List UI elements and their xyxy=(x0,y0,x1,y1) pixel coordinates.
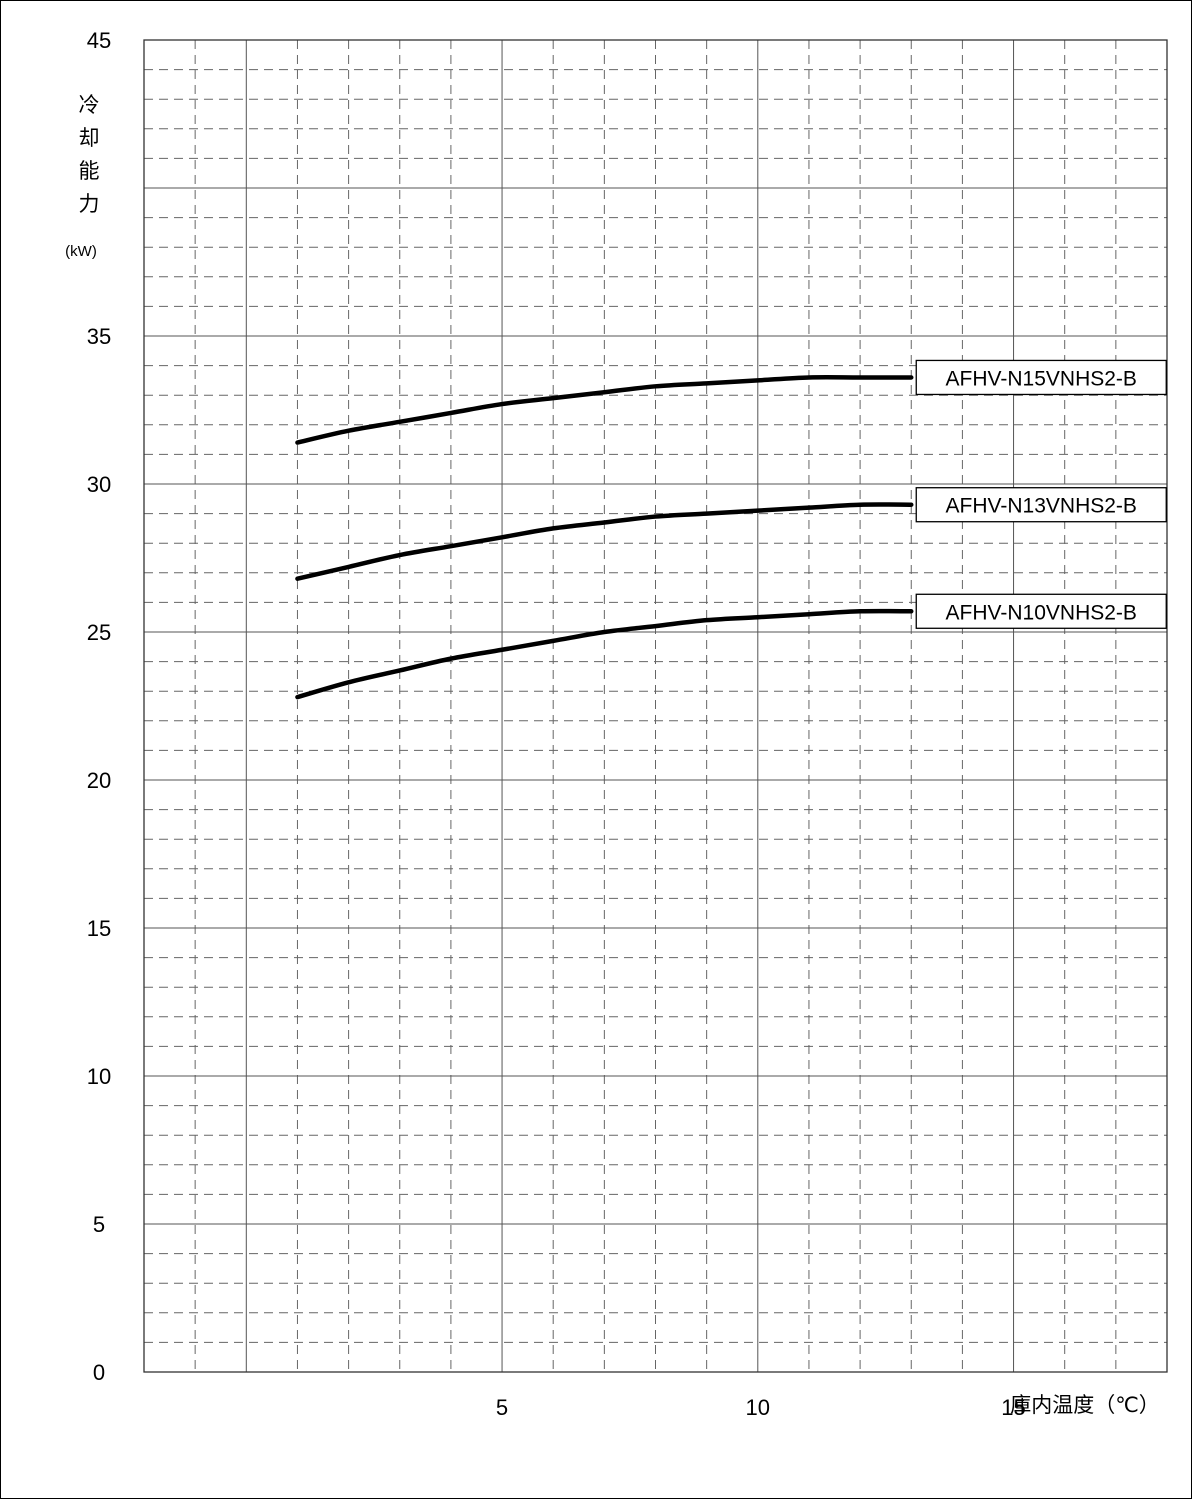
y-axis-title-char: 却 xyxy=(79,126,100,150)
series-line xyxy=(295,502,914,581)
series-label: AFHV-N15VNHS2-B xyxy=(946,367,1137,390)
x-tick-label: 15 xyxy=(1001,1395,1025,1420)
minor-grid xyxy=(144,40,1167,1372)
series-label: AFHV-N13VNHS2-B xyxy=(946,495,1137,518)
series-label-box xyxy=(915,593,1167,629)
x-tick-label: 5 xyxy=(496,1395,508,1420)
y-axis-unit: (kW) xyxy=(65,243,97,260)
y-tick-label: 5 xyxy=(93,1212,105,1237)
x-axis-title: 庫内温度（℃） xyxy=(1010,1393,1160,1417)
y-tick-label: 10 xyxy=(87,1064,111,1089)
plot-border xyxy=(143,39,1168,1373)
x-tick-label: 10 xyxy=(746,1395,770,1420)
y-axis-title-char: 能 xyxy=(79,159,100,183)
major-grid xyxy=(144,40,1167,1372)
y-tick-labels: 0 5 10 15 20 25 30 35 45 xyxy=(87,28,111,1385)
y-tick-label: 45 xyxy=(87,28,111,53)
series-line xyxy=(295,608,914,700)
y-axis-title-char: 力 xyxy=(79,192,100,216)
y-tick-label: 15 xyxy=(87,916,111,941)
axes xyxy=(143,39,1168,1373)
y-tick-label: 35 xyxy=(87,324,111,349)
y-tick-label: 20 xyxy=(87,768,111,793)
series-group: AFHV-N15VNHS2-B AFHV-N13VNHS2-B AFHV-N10VN… xyxy=(295,359,1167,700)
x-tick-labels: 5 10 15 xyxy=(496,1395,1026,1420)
series-label-box xyxy=(915,359,1167,396)
series-line xyxy=(295,374,914,445)
y-tick-label: 0 xyxy=(93,1360,105,1385)
series-label-box xyxy=(915,487,1167,523)
y-tick-label: 30 xyxy=(87,472,111,497)
series-label: AFHV-N10VNHS2-B xyxy=(946,601,1137,624)
y-axis-title-char: 冷 xyxy=(79,93,100,117)
y-tick-label: 25 xyxy=(87,620,111,645)
